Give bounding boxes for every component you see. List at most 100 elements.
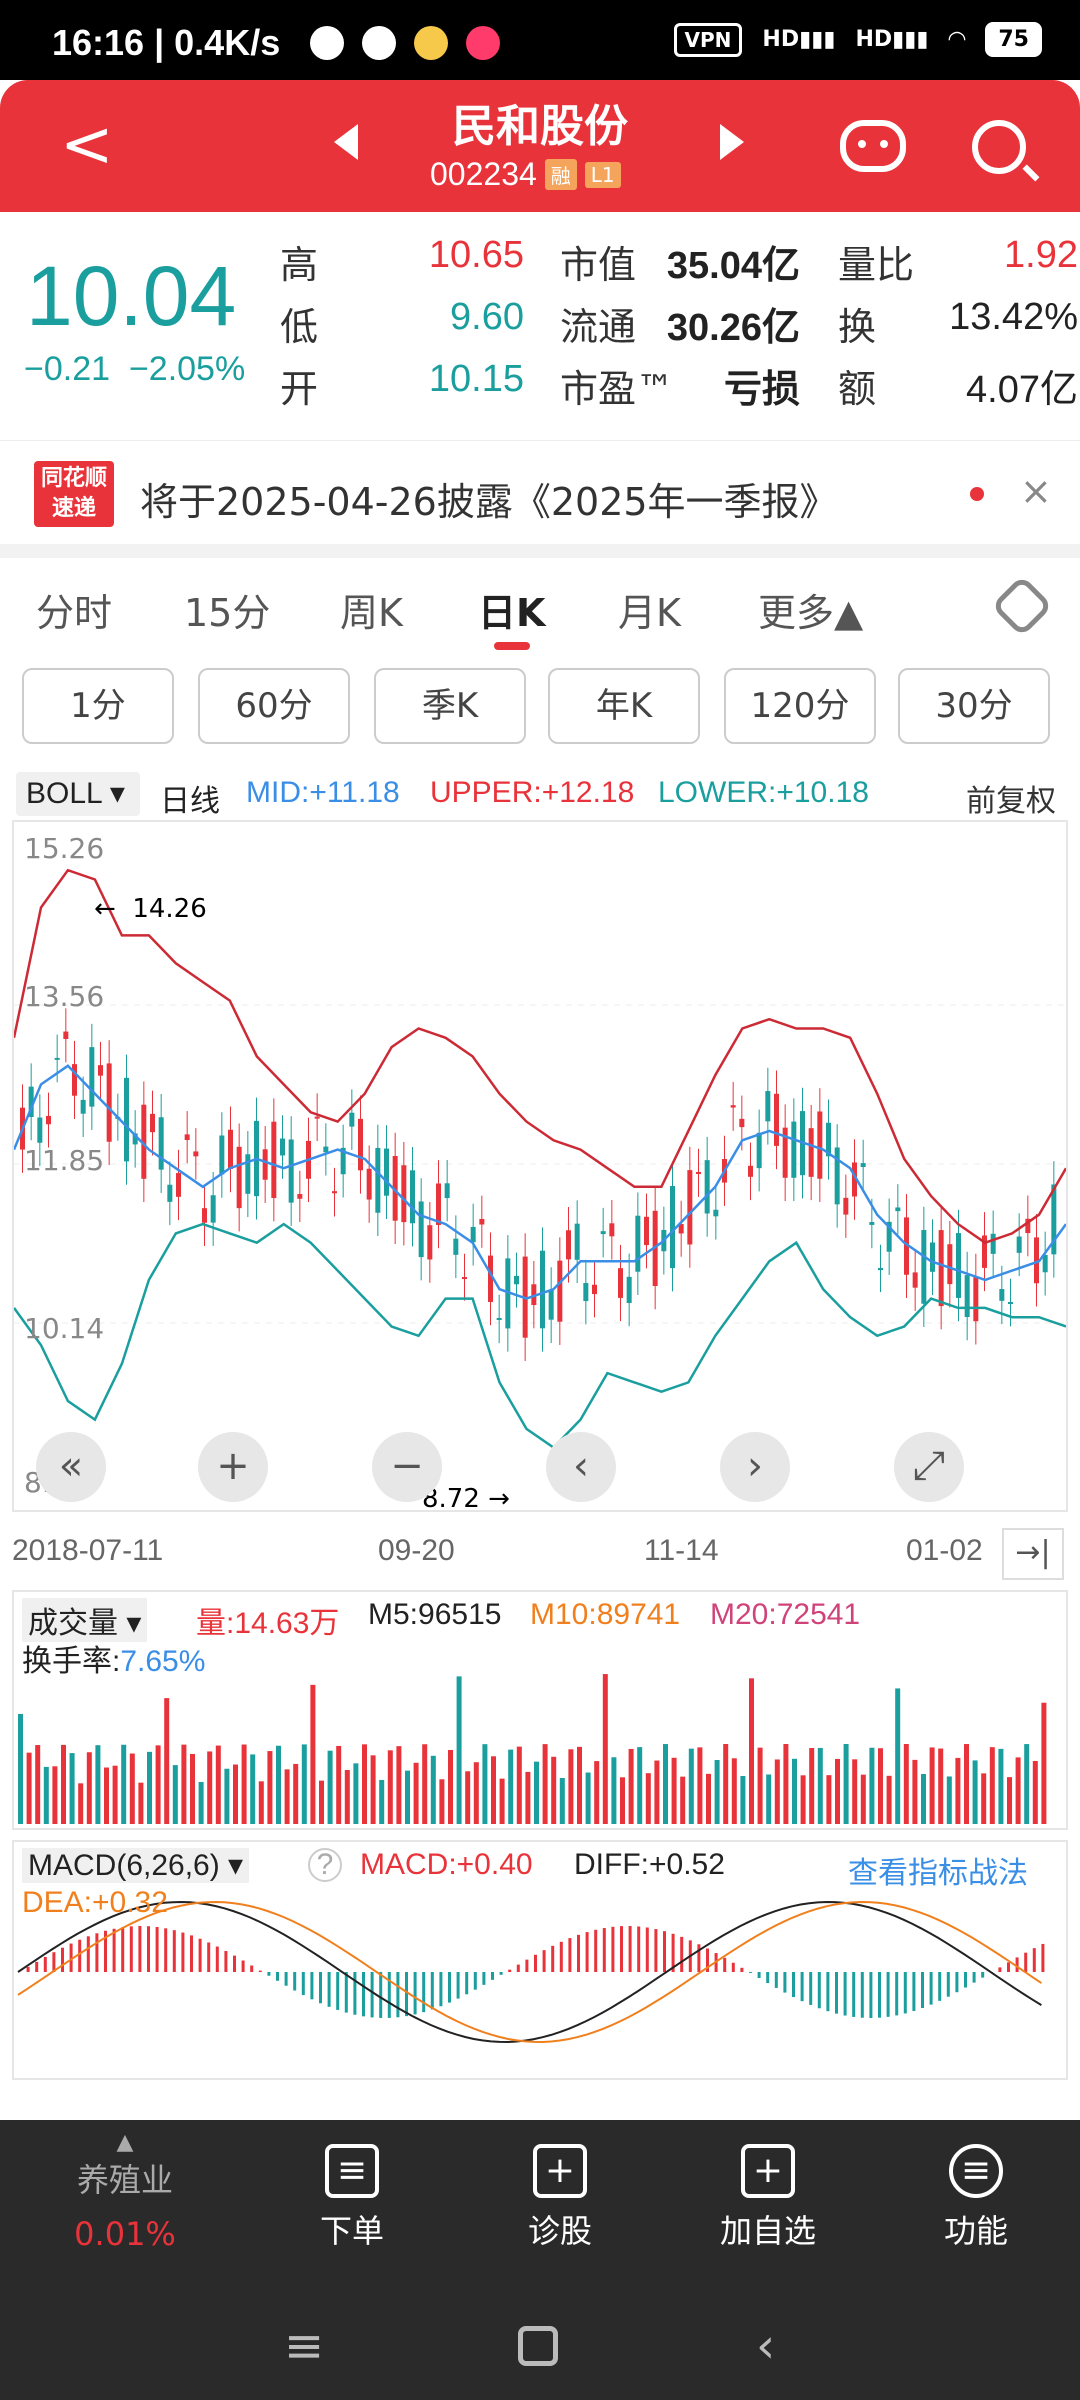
macd-selector[interactable]: MACD(6,26,6) ▾ bbox=[22, 1848, 250, 1883]
nav-functions[interactable]: ≡ 功能 bbox=[886, 2144, 1066, 2252]
macd-bar bbox=[1024, 1952, 1028, 1972]
volume-bar bbox=[1007, 1777, 1012, 1824]
notice-logo: 同花顺 速递 bbox=[34, 461, 114, 527]
candle-body bbox=[609, 1223, 615, 1237]
candle-body bbox=[184, 1134, 190, 1141]
macd-bar bbox=[921, 1972, 924, 2009]
volume-bar bbox=[155, 1745, 161, 1824]
volume-bar bbox=[516, 1746, 522, 1824]
subtab-1min[interactable]: 1分 bbox=[22, 668, 174, 744]
boll-mid: MID:+11.18 bbox=[246, 776, 400, 809]
home-button[interactable] bbox=[518, 2326, 558, 2366]
volume-bar bbox=[172, 1765, 178, 1824]
candle-body bbox=[323, 1146, 329, 1153]
boll-selector[interactable]: BOLL ▾ bbox=[16, 772, 140, 816]
macd-bar bbox=[835, 1972, 838, 2014]
period-tabs: 分时 15分 周K 日K 月K 更多▲ bbox=[0, 558, 1080, 658]
nav-order[interactable]: ≡ 下单 bbox=[262, 2144, 442, 2252]
tab-weekly[interactable]: 周K bbox=[340, 591, 403, 635]
system-back-button[interactable]: ‹ bbox=[756, 2318, 776, 2374]
back-button[interactable]: < bbox=[60, 108, 114, 182]
macd-bar bbox=[680, 1936, 684, 1972]
level-tag: L1 bbox=[584, 161, 621, 188]
next-stock-button[interactable] bbox=[720, 124, 744, 160]
volume-m20: M20:72541 bbox=[710, 1598, 861, 1631]
jump-latest-button[interactable]: →| bbox=[1002, 1528, 1064, 1580]
weibo-icon bbox=[414, 26, 448, 60]
volume-bar bbox=[869, 1747, 875, 1824]
macd-bar bbox=[697, 1944, 701, 1972]
volume-chart[interactable]: 成交量 ▾ 量:14.63万 M5:96515 M10:89741 M20:72… bbox=[12, 1590, 1068, 1830]
boll-period: 日线 bbox=[160, 785, 220, 818]
scroll-left-fast-button[interactable]: « bbox=[36, 1432, 106, 1502]
volume-bar bbox=[800, 1775, 806, 1824]
macd-bar bbox=[276, 1972, 279, 1981]
scroll-right-button[interactable]: › bbox=[720, 1432, 790, 1502]
candle-body bbox=[1008, 1302, 1013, 1305]
volume-bar bbox=[190, 1753, 195, 1824]
macd-bar bbox=[379, 1972, 383, 2018]
subtab-quarterly[interactable]: 季K bbox=[374, 668, 526, 744]
macd-bar bbox=[327, 1972, 331, 2007]
macd-bar bbox=[310, 1972, 314, 2000]
candle-body bbox=[1025, 1218, 1031, 1234]
scroll-left-button[interactable]: ‹ bbox=[546, 1432, 616, 1502]
subtab-60min[interactable]: 60分 bbox=[198, 668, 350, 744]
add-icon: + bbox=[741, 2144, 795, 2198]
indicator-strategy-link[interactable]: 查看指标战法 bbox=[848, 1857, 1028, 1890]
notice-banner[interactable]: 同花顺 速递 将于2025-04-26披露《2025年一季报》 × bbox=[0, 440, 1080, 544]
macd-bar bbox=[654, 1929, 658, 1972]
macd-bar bbox=[637, 1926, 641, 1972]
tab-intraday[interactable]: 分时 bbox=[36, 591, 113, 635]
macd-bar bbox=[26, 1966, 30, 1972]
notice-close-button[interactable]: × bbox=[1020, 469, 1052, 513]
volume-bar bbox=[258, 1781, 264, 1824]
tab-daily[interactable]: 日K bbox=[478, 591, 546, 635]
volume-bar bbox=[215, 1745, 221, 1824]
volume-bar bbox=[938, 1748, 944, 1824]
signal-icon-2: HD▮▮▮ bbox=[855, 27, 929, 52]
date-label-4: 01-02 bbox=[906, 1534, 983, 1567]
volratio-label: 量比 bbox=[838, 243, 915, 287]
zoom-out-button[interactable]: − bbox=[372, 1432, 442, 1502]
volume-bar bbox=[671, 1757, 677, 1824]
candle-body bbox=[358, 1118, 363, 1171]
macd-bar bbox=[809, 1972, 813, 2005]
settings-icon[interactable] bbox=[990, 574, 1054, 638]
prev-stock-button[interactable] bbox=[334, 124, 358, 160]
volume-bar bbox=[267, 1751, 273, 1824]
search-icon[interactable] bbox=[972, 120, 1026, 174]
candle-body bbox=[332, 1191, 337, 1194]
volume-selector[interactable]: 成交量 ▾ bbox=[22, 1598, 148, 1642]
tab-15min[interactable]: 15分 bbox=[184, 591, 271, 635]
macd-bar bbox=[190, 1935, 193, 1972]
sector-info[interactable]: ▲ 养殖业 0.01% bbox=[40, 2130, 210, 2253]
macd-bar bbox=[998, 1967, 1002, 1972]
nav-add-watchlist[interactable]: + 加自选 bbox=[678, 2144, 858, 2252]
turnover-rate: 换手率:7.65% bbox=[22, 1645, 206, 1678]
nav-diagnose[interactable]: + 诊股 bbox=[470, 2144, 650, 2252]
candle-body bbox=[860, 1163, 866, 1167]
robot-assistant-icon[interactable] bbox=[840, 120, 906, 172]
subtab-yearly[interactable]: 年K bbox=[548, 668, 700, 744]
zoom-in-button[interactable]: + bbox=[198, 1432, 268, 1502]
recent-apps-button[interactable]: ≡ bbox=[284, 2318, 325, 2374]
macd-bar bbox=[955, 1972, 959, 1993]
volume-bar bbox=[233, 1764, 238, 1824]
adjust-label[interactable]: 前复权 bbox=[966, 785, 1056, 818]
fullscreen-button[interactable]: ⤢ bbox=[894, 1432, 964, 1502]
macd-chart[interactable]: MACD(6,26,6) ▾ ? MACD:+0.40 DIFF:+0.52 查… bbox=[12, 1840, 1068, 2080]
amount-value: 4.07亿 bbox=[966, 369, 1078, 411]
volume-bar bbox=[989, 1747, 995, 1824]
subtab-120min[interactable]: 120分 bbox=[724, 668, 876, 744]
candle-body bbox=[418, 1201, 424, 1258]
volume-bar bbox=[353, 1763, 359, 1824]
kline-chart[interactable]: 15.26 13.56 11.85 10.14 8.43 ← 14.26 8.7… bbox=[12, 820, 1068, 1514]
macd-bar bbox=[508, 1969, 512, 1972]
volume-bar bbox=[448, 1749, 453, 1824]
subtab-30min[interactable]: 30分 bbox=[898, 668, 1050, 744]
help-icon[interactable]: ? bbox=[308, 1848, 342, 1882]
tab-more[interactable]: 更多▲ bbox=[758, 591, 864, 635]
tab-monthly[interactable]: 月K bbox=[618, 591, 681, 635]
macd-bar bbox=[620, 1926, 623, 1972]
